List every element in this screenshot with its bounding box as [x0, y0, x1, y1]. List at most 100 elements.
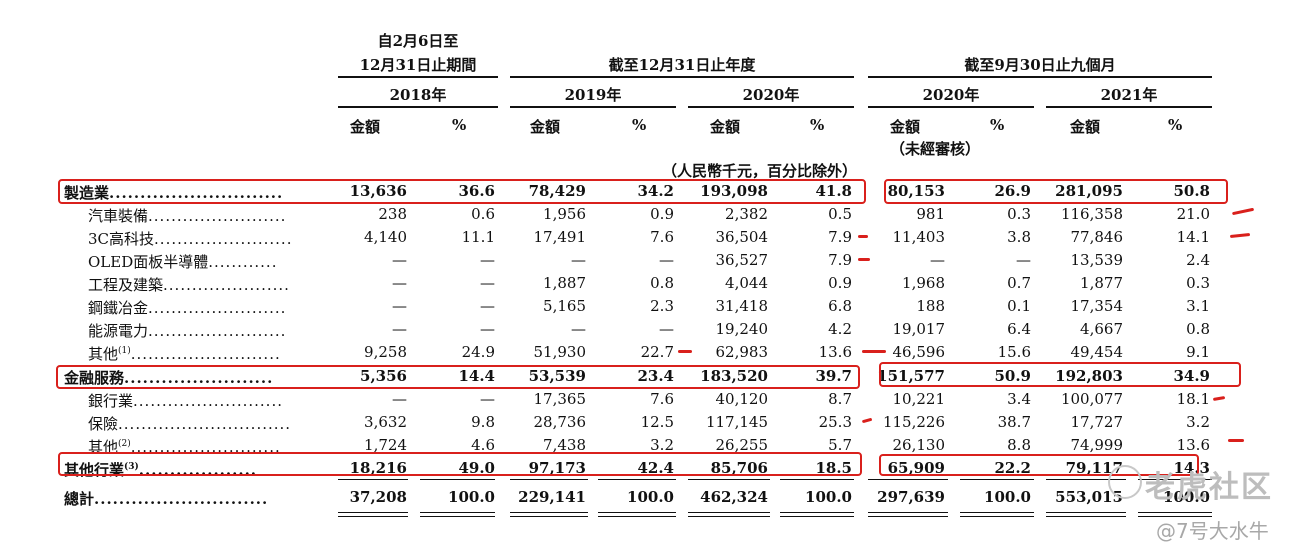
rule-segment: [960, 479, 1034, 480]
row-label: 總計............................: [64, 488, 268, 509]
amount-header-2021-9m: 金額: [1070, 118, 1101, 136]
table-cell: 9.1: [1186, 343, 1210, 361]
mark-banking: [1212, 395, 1226, 401]
table-cell: 0.7: [1007, 274, 1031, 292]
watermark-site: 老虎社区: [1145, 470, 1273, 505]
table-cell: 50.8: [1173, 182, 1210, 200]
table-cell: 4.2: [828, 320, 852, 338]
table-cell: 7.9: [828, 228, 852, 246]
table-cell: 13.6: [1176, 436, 1210, 454]
leader-dots: ........................: [148, 207, 287, 225]
table-cell: 100.0: [984, 488, 1031, 506]
rule-segment: [868, 479, 948, 480]
rule-period1: [338, 76, 498, 78]
table-cell: 3.2: [650, 436, 674, 454]
table-cell: 25.3: [818, 413, 852, 431]
year-2021-9m: 2021年: [1100, 86, 1158, 104]
table-cell: 9.8: [471, 413, 495, 431]
rule-segment: [598, 516, 676, 517]
table-cell: 23.4: [637, 367, 674, 385]
table-cell: 49.0: [458, 459, 495, 477]
table-cell: 26.9: [994, 182, 1031, 200]
table-cell: 7,438: [543, 436, 586, 454]
table-cell: 193,098: [700, 182, 768, 200]
row-label: 鋼鐵冶金........................: [88, 297, 286, 318]
table-cell: 85,706: [710, 459, 768, 477]
leader-dots: ..........................: [133, 392, 283, 410]
table-cell: 151,577: [877, 367, 945, 385]
table-cell: —: [392, 320, 407, 338]
table-cell: 34.9: [1173, 367, 1210, 385]
table-cell: —: [480, 297, 495, 315]
table-cell: —: [480, 390, 495, 408]
table-cell: 10,221: [892, 390, 946, 408]
table-cell: 0.8: [650, 274, 674, 292]
table-cell: 0.9: [828, 274, 852, 292]
amount-header-2020-fy: 金額: [710, 118, 741, 136]
pct-header-2019: %: [632, 116, 647, 134]
rule-segment: [510, 479, 588, 480]
table-cell: 2,382: [725, 205, 768, 223]
highlight-manufacturing-right: [884, 179, 1228, 204]
footnote-marker: (3): [124, 462, 139, 472]
table-cell: 2.4: [1186, 251, 1210, 269]
table-cell: —: [392, 274, 407, 292]
row-label-text: OLED面板半導體: [88, 253, 209, 271]
table-cell: 42.4: [637, 459, 674, 477]
mark-auto-equipment: [1231, 207, 1255, 215]
pct-header-2018: %: [452, 116, 467, 134]
rule-segment: [420, 512, 495, 513]
table-cell: 26,255: [715, 436, 769, 454]
rule-segment: [1046, 512, 1126, 513]
table-cell: 74,999: [1070, 436, 1124, 454]
table-cell: 8.8: [1007, 436, 1031, 454]
amount-header-2018: 金額: [350, 118, 381, 136]
table-cell: 22.7: [640, 343, 674, 361]
table-cell: —: [392, 297, 407, 315]
rule-segment: [420, 479, 495, 480]
rule-segment: [510, 516, 588, 517]
table-cell: 34.2: [637, 182, 674, 200]
leader-dots: ..........................: [130, 345, 281, 363]
fy-group-heading: 截至12月31日止年度: [608, 56, 756, 74]
row-label-text: 其他: [88, 438, 119, 456]
table-cell: 50.9: [994, 367, 1031, 385]
row-label: 製造業............................: [64, 182, 283, 203]
row-label-text: 保險: [88, 415, 119, 433]
table-cell: —: [392, 390, 407, 408]
row-label: 3C高科技........................: [88, 228, 292, 249]
table-cell: 183,520: [700, 367, 768, 385]
rule-segment: [1046, 516, 1126, 517]
table-cell: 3.2: [1186, 413, 1210, 431]
year-2019: 2019年: [564, 86, 622, 104]
amount-header-2019: 金額: [530, 118, 561, 136]
mark-3c-tech-mid: [858, 235, 868, 238]
table-cell: 5.7: [828, 436, 852, 454]
table-cell: 100,077: [1060, 390, 1123, 408]
row-label-text: 3C高科技: [88, 230, 155, 248]
year-2020-9m: 2020年: [922, 86, 980, 104]
table-cell: 18,216: [349, 459, 407, 477]
footnote-marker: (2): [118, 439, 131, 449]
table-cell: 100.0: [448, 488, 495, 506]
table-cell: 462,324: [700, 488, 768, 506]
table-cell: 19,017: [892, 320, 946, 338]
rule-segment: [868, 516, 948, 517]
rule-segment: [420, 516, 495, 517]
unit-note: （人民幣千元，百分比除外）: [662, 162, 858, 180]
year-2018: 2018年: [389, 86, 447, 104]
rule-fy-group: [510, 76, 854, 78]
table-cell: 0.3: [1007, 205, 1031, 223]
rule-segment: [338, 479, 408, 480]
leader-dots: ..............................: [118, 415, 292, 433]
table-cell: 12.5: [640, 413, 674, 431]
table-cell: —: [480, 274, 495, 292]
table-cell: 9,258: [364, 343, 407, 361]
row-label-text: 銀行業: [88, 392, 134, 410]
table-cell: 4,044: [725, 274, 768, 292]
rule-segment: [1138, 479, 1212, 480]
row-label: 其他(1)..........................: [88, 343, 281, 364]
mark-others1-2019: [678, 350, 692, 353]
table-cell: 1,887: [543, 274, 586, 292]
table-cell: 37,208: [349, 488, 407, 506]
